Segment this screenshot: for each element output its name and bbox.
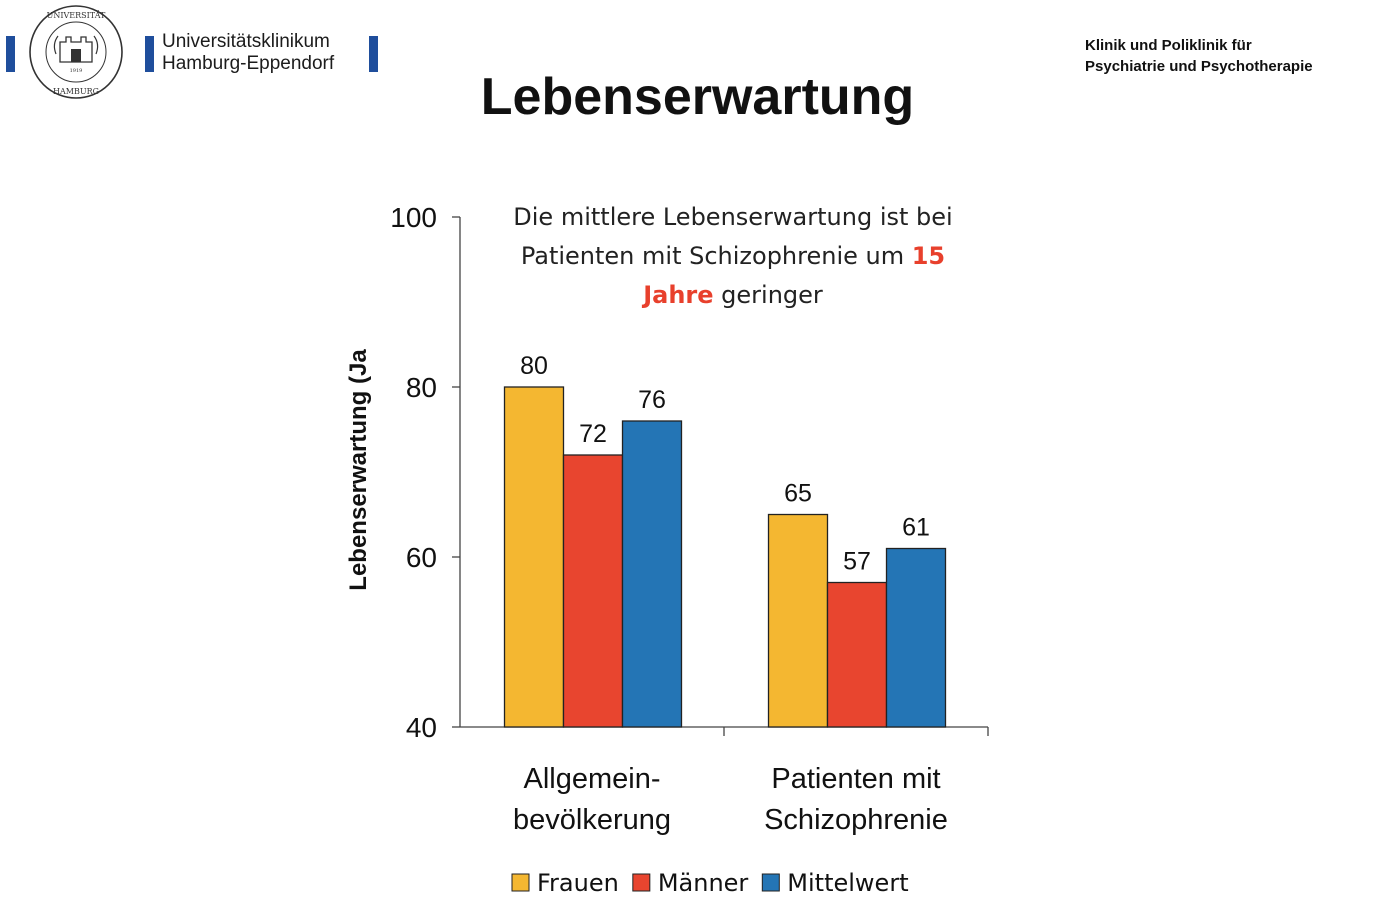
data-label: 80 (520, 352, 548, 380)
legend-swatch (761, 873, 780, 892)
x-tick-label: Patienten mit (771, 763, 940, 795)
clinic-line2: Psychiatrie und Psychotherapie (1085, 58, 1313, 75)
legend-label: Männer (658, 869, 749, 897)
university-seal-icon: UNIVERSITÄT HAMBURG 1919 (29, 5, 123, 99)
annotation-highlight-unit: Jahre (643, 281, 714, 309)
x-tick-label: Schizophrenie (764, 804, 948, 836)
university-name: Universitätsklinikum Hamburg-Eppendorf (162, 31, 334, 75)
legend-label: Frauen (537, 869, 619, 897)
y-tick-label: 100 (390, 202, 437, 233)
y-tick-label: 60 (406, 542, 437, 573)
clinic-name: Klinik und Poliklinik für Psychiatrie un… (1085, 35, 1313, 77)
annotation-line3-text: geringer (713, 281, 823, 309)
data-label: 61 (902, 514, 930, 542)
seal-text-top: UNIVERSITÄT (47, 11, 106, 20)
bar-mnner-0 (562, 454, 624, 728)
brand-bar-right (369, 36, 378, 72)
university-line1: Universitätsklinikum (162, 31, 330, 52)
page-title: Lebenserwartung (480, 68, 915, 126)
y-tick-label: 40 (406, 712, 437, 743)
data-label: 57 (843, 548, 871, 576)
legend-swatch (632, 873, 651, 892)
bar-mnner-1 (826, 581, 888, 728)
x-tick-label: Allgemein- (524, 763, 661, 795)
annotation-line3: Jahre geringer (460, 276, 1006, 315)
data-label: 76 (638, 386, 666, 414)
annotation-line1: Die mittlere Lebenserwartung ist bei (513, 203, 953, 231)
clinic-line1: Klinik und Poliklinik für (1085, 37, 1252, 54)
brand-bar-mid (145, 36, 154, 72)
bar-frauen-1 (767, 513, 829, 728)
annotation-highlight-number: 15 (911, 242, 946, 270)
y-tick-label: 80 (406, 372, 437, 403)
university-line2: Hamburg-Eppendorf (162, 53, 335, 74)
data-label: 65 (784, 480, 812, 508)
seal-text-bottom: HAMBURG (53, 87, 99, 96)
brand-bar-left (6, 36, 15, 72)
bar-mittelwert-1 (885, 547, 947, 728)
x-tick-label: bevölkerung (513, 804, 671, 836)
bar-frauen-0 (503, 386, 565, 728)
data-label: 72 (579, 420, 607, 448)
bar-mittelwert-0 (621, 420, 683, 728)
y-axis-label: Lebenserwartung (Ja (345, 349, 372, 591)
annotation-line2: Patienten mit Schizophrenie um 15 (460, 237, 1006, 276)
legend-swatch (511, 873, 530, 892)
annotation-line2-text: Patienten mit Schizophrenie um (520, 242, 912, 270)
legend-label: Mittelwert (787, 869, 908, 897)
seal-year: 1919 (70, 68, 83, 74)
